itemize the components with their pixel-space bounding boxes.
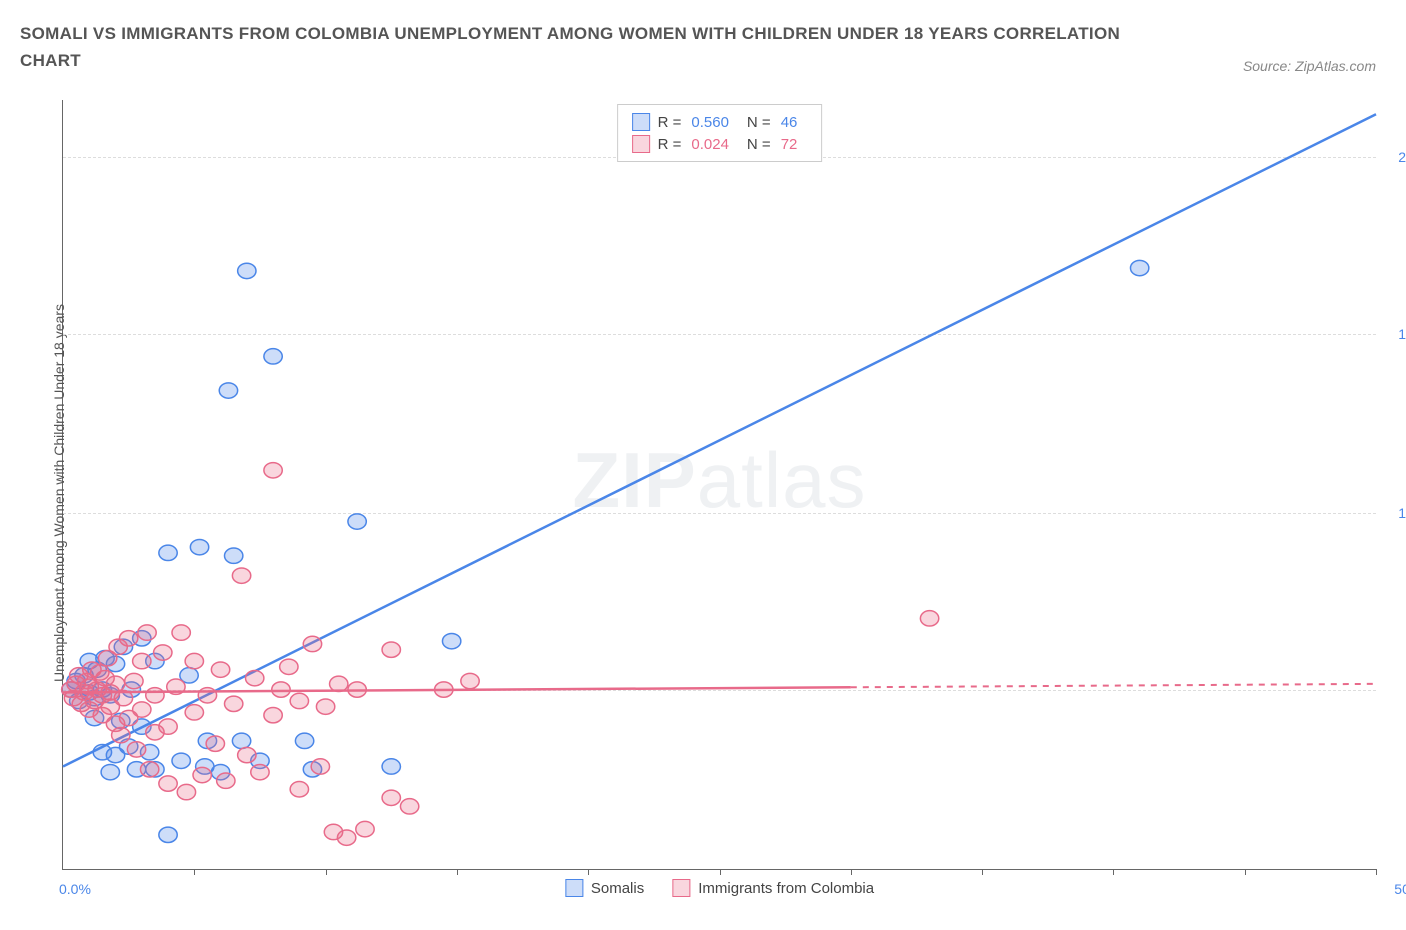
swatch-icon [565,879,583,897]
chart-title: SOMALI VS IMMIGRANTS FROM COLOMBIA UNEMP… [20,20,1140,74]
legend-item-colombia: Immigrants from Colombia [672,879,874,897]
series-label: Somalis [591,880,644,897]
scatter-plot-svg [63,100,1376,869]
y-tick-label: 12.5% [1398,505,1406,521]
x-axis-max-label: 50.0% [1394,881,1406,897]
y-tick-label: 25.0% [1398,149,1406,165]
series-label: Immigrants from Colombia [698,880,874,897]
r-value: 0.024 [691,136,729,153]
correlation-legend: R = 0.560 N = 46 R = 0.024 N = 72 [617,104,823,162]
swatch-icon [632,135,650,153]
legend-item-somalis: Somalis [565,879,644,897]
chart-container: SOMALI VS IMMIGRANTS FROM COLOMBIA UNEMP… [20,20,1386,910]
legend-row-colombia: R = 0.024 N = 72 [632,133,808,155]
source-attribution: Source: ZipAtlas.com [1243,58,1376,74]
x-axis-min-label: 0.0% [59,881,91,897]
n-value: 72 [781,136,798,153]
plot-area: Unemployment Among Women with Children U… [62,100,1376,870]
swatch-icon [672,879,690,897]
series-legend: Somalis Immigrants from Colombia [565,879,874,897]
swatch-icon [632,113,650,131]
r-value: 0.560 [691,114,729,131]
legend-row-somalis: R = 0.560 N = 46 [632,111,808,133]
n-value: 46 [781,114,798,131]
y-tick-label: 18.8% [1398,326,1406,342]
